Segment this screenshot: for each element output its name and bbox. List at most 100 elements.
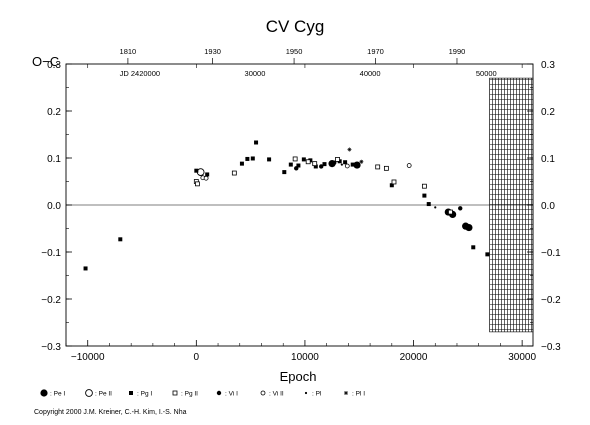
y-tick-label-left: 0.1: [47, 154, 61, 165]
data-point: [83, 266, 88, 271]
data-point: [375, 164, 381, 170]
data-point: [383, 165, 389, 171]
data-points-layer: [83, 140, 490, 271]
data-point: [332, 160, 337, 165]
x-tick-label: 20000: [400, 352, 428, 363]
data-point: [465, 223, 473, 232]
axis-ticks-layer: −10000 0 10000 20000 30000 −0.3 −0.3 −0.2 −0.2 −0…: [41, 47, 561, 363]
year-tick-label: 1990: [449, 47, 466, 56]
y-tick-label-right: 0.1: [541, 154, 555, 165]
legend-label: : Pe I: [50, 391, 65, 398]
data-point: [426, 202, 431, 207]
data-point: [406, 163, 412, 168]
jd-tick-label: 40000: [360, 69, 381, 78]
y-tick-label-right: 0.2: [541, 107, 555, 118]
data-point: [296, 163, 301, 168]
data-point: [301, 157, 306, 162]
data-point: [305, 159, 311, 165]
data-point: [353, 161, 361, 169]
data-point: [350, 162, 355, 167]
copyright-text: Copyright 2000 J.M. Kreiner, C.-H. Kim, …: [34, 409, 187, 416]
x-tick-label: 30000: [508, 352, 536, 363]
data-point: [194, 168, 199, 173]
data-point: [471, 245, 476, 250]
data-point: [319, 164, 324, 169]
y-tick-label-right: −0.2: [541, 295, 561, 306]
data-point: [203, 175, 209, 181]
data-point: [389, 183, 394, 188]
data-point: [344, 163, 350, 169]
data-point: [434, 206, 437, 209]
y-axis-title: O−C: [32, 54, 59, 69]
x-tick-label: 0: [194, 352, 200, 363]
y-tick-label-left: 0.2: [47, 107, 61, 118]
data-point: [421, 183, 427, 189]
legend-label: : Pe II: [95, 391, 112, 398]
legend-marker: [129, 391, 133, 395]
data-point: [335, 157, 340, 162]
data-point: [254, 140, 259, 145]
legend-label: : Vi I: [225, 391, 238, 398]
legend-marker: [85, 389, 93, 397]
star-stroke: [359, 160, 364, 164]
data-point: [245, 156, 250, 161]
x-tick-label: 10000: [291, 352, 319, 363]
y-tick-label-right: −0.1: [541, 248, 561, 259]
data-point: [239, 161, 244, 166]
y-tick-label-right: 0.0: [541, 201, 555, 212]
data-point: [313, 164, 318, 169]
year-tick-label: 1970: [367, 47, 384, 56]
y-tick-label-right: −0.3: [541, 342, 561, 353]
y-tick-label-left: 0.0: [47, 201, 61, 212]
data-point: [294, 166, 299, 171]
data-point: [231, 170, 237, 176]
legend-label: : Pl I: [352, 391, 365, 398]
legend-marker: [260, 390, 266, 396]
legend-label: : Pg II: [181, 391, 198, 398]
data-point: [448, 209, 453, 215]
legend-marker: [40, 389, 48, 397]
legend-marker: [216, 390, 222, 396]
data-point: [118, 237, 123, 242]
x-axis-title: Epoch: [280, 369, 317, 384]
y-tick-label-left: −0.3: [41, 342, 61, 353]
jd-tick-label: 50000: [476, 69, 497, 78]
data-point: [359, 159, 364, 164]
data-point: [347, 147, 352, 152]
data-point: [391, 179, 397, 185]
legend-label: : Pl: [312, 391, 322, 398]
data-point: [340, 163, 343, 166]
year-tick-label: 1810: [120, 47, 137, 56]
data-point: [422, 193, 427, 198]
data-point: [205, 172, 210, 177]
data-point: [458, 206, 463, 211]
legend: : Pe I : Pe II : Pg I : Pg II : Vi I : Vi II:…: [40, 389, 365, 398]
y-tick-label-right: 0.3: [541, 60, 555, 71]
data-point: [195, 181, 200, 187]
star-stroke: [344, 391, 348, 395]
legend-label: : Vi II: [269, 391, 284, 398]
jd-tick-label: 30000: [245, 69, 266, 78]
y-tick-label-left: −0.1: [41, 248, 61, 259]
star-stroke: [347, 147, 352, 152]
legend-marker: [304, 391, 308, 395]
data-point: [267, 157, 272, 162]
y-tick-label-left: 0.3: [47, 60, 61, 71]
legend-marker: [344, 391, 348, 395]
legend-marker: [172, 390, 178, 396]
y-tick-label-left: −0.2: [41, 295, 61, 306]
year-tick-label: 1950: [286, 47, 303, 56]
legend-label: : Pg I: [137, 391, 152, 398]
data-point: [292, 156, 298, 162]
jd-tick-label: JD 2420000: [120, 69, 160, 78]
year-tick-label: 1930: [204, 47, 221, 56]
data-point: [282, 170, 287, 175]
data-point: [485, 252, 490, 257]
data-point: [288, 162, 293, 167]
data-point: [312, 161, 318, 167]
x-tick-label: −10000: [71, 352, 105, 363]
data-point: [322, 162, 327, 167]
data-point: [343, 160, 348, 165]
data-point: [250, 156, 255, 161]
